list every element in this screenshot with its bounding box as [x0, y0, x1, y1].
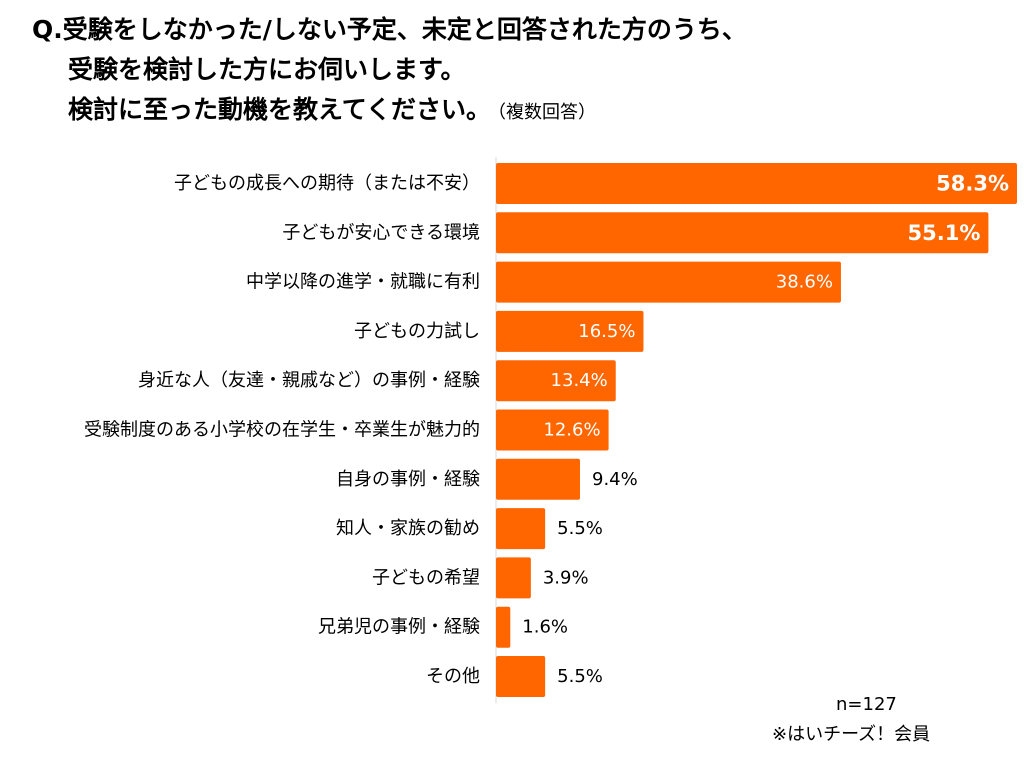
- category-label: 自身の事例・経験: [336, 469, 480, 490]
- category-label: 子どもの成長への期待（または不安）: [174, 173, 480, 194]
- bar: [496, 360, 616, 402]
- sample-size: n=127: [836, 694, 897, 715]
- category-label: 子どもの力試し: [354, 321, 480, 342]
- category-label: 子どもの希望: [372, 567, 480, 588]
- bar: [496, 163, 1017, 204]
- bar: [496, 212, 989, 254]
- bar: [496, 606, 511, 648]
- data-label: 58.3%: [936, 172, 1009, 196]
- category-label: 子どもが安心できる環境: [282, 222, 480, 243]
- category-label: 兄弟児の事例・経験: [318, 617, 480, 638]
- question-line-2: 受験を検討した方にお伺いします。: [68, 55, 466, 84]
- data-label: 38.6%: [776, 272, 833, 293]
- category-label: 知人・家族の勧め: [336, 518, 480, 539]
- bar: [496, 656, 546, 697]
- data-label: 3.9%: [543, 567, 589, 588]
- data-label: 5.5%: [557, 518, 603, 539]
- bar: [496, 557, 531, 599]
- question-line-1: Q.受験をしなかった/しない予定、未定と回答された方のうち、: [32, 15, 747, 44]
- data-label: 5.5%: [557, 666, 603, 687]
- bar: [496, 508, 546, 550]
- data-label: 13.4%: [551, 370, 608, 391]
- category-label: その他: [426, 666, 480, 687]
- category-label: 中学以降の進学・就職に有利: [246, 272, 480, 293]
- data-label: 16.5%: [578, 321, 635, 342]
- category-label: 身近な人（友達・親戚など）の事例・経験: [138, 370, 480, 391]
- question-line-3-text: 検討に至った動機を教えてください。: [68, 95, 492, 124]
- category-label: 受験制度のある小学校の在学生・卒業生が魅力的: [84, 420, 480, 441]
- bar: [496, 310, 644, 352]
- question-title: Q.受験をしなかった/しない予定、未定と回答された方のうち、 受験を検討した方に…: [32, 10, 1012, 133]
- data-label: 1.6%: [522, 617, 568, 638]
- question-line-3: 検討に至った動機を教えてください。 （複数回答）: [32, 90, 1012, 133]
- bar: [496, 409, 609, 451]
- bar: [496, 458, 581, 500]
- source-note: ※はいチーズ！会員: [772, 724, 931, 745]
- bar: [496, 261, 841, 303]
- data-label: 55.1%: [908, 221, 981, 245]
- data-label: 12.6%: [543, 420, 600, 441]
- multiple-answer-note: （複数回答）: [497, 102, 597, 123]
- data-label: 9.4%: [592, 469, 638, 490]
